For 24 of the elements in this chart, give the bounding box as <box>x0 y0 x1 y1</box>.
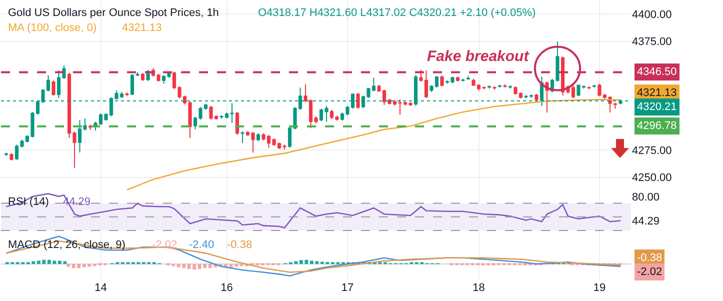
ref-line-label: 4320.21 <box>637 101 677 113</box>
text: -2.02 <box>637 266 662 278</box>
annotation: -0.38 <box>227 239 252 251</box>
annotation: Fake breakout <box>427 48 530 65</box>
x-tick-label: 17 <box>341 282 354 294</box>
text: -0.38 <box>637 252 662 264</box>
y-tick-label: 80.00 <box>632 191 660 204</box>
text: MA (100, close, 0) <box>8 22 97 34</box>
annotation: -2.40 <box>189 239 214 251</box>
x-tick-label: 16 <box>220 282 233 294</box>
y-tick-label: 4250.00 <box>632 172 672 184</box>
x-tick-label: 18 <box>472 282 485 294</box>
ref-line-label: 4346.50 <box>637 66 677 78</box>
ref-line-label: 4296.78 <box>637 120 677 132</box>
text: 4321.13 <box>637 87 677 99</box>
y-tick-label: 4375.00 <box>632 36 672 48</box>
x-tick-label: 14 <box>94 282 107 294</box>
y-tick-label: 4275.00 <box>632 144 672 157</box>
annotation: 4321.13 <box>122 22 162 34</box>
text: O4318.17 H4321.60 L4317.02 C4320.21 +2.10 (+0.05%) <box>258 7 536 19</box>
text: Gold US Dollars per Ounce Spot Prices, 1h <box>8 7 219 19</box>
y-tick-label: 44.29 <box>632 216 660 228</box>
y-tick-label: 4400.00 <box>632 8 672 21</box>
x-tick-label: 19 <box>593 282 606 294</box>
